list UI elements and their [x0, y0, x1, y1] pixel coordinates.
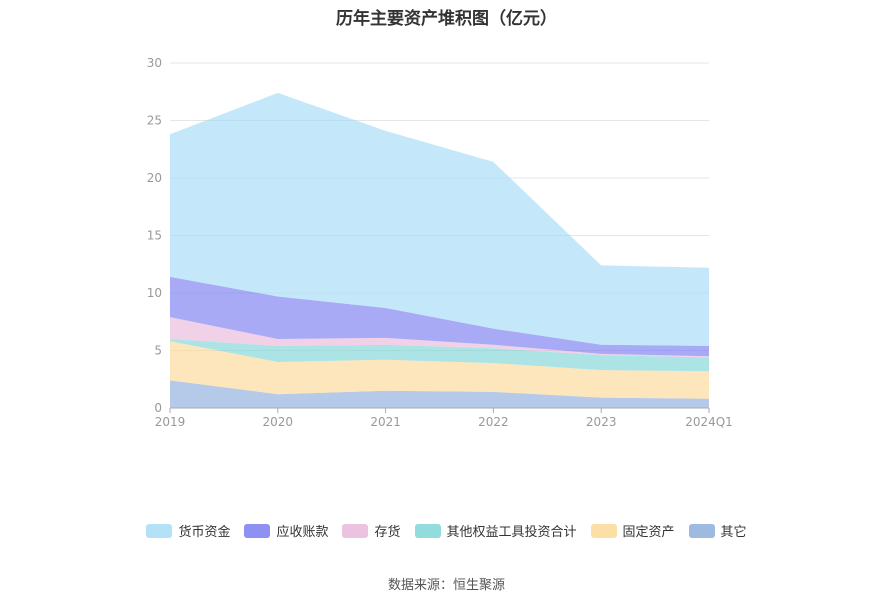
axes: 0 5 10 15 20 25 30 2019 2020 2021 2022 2023 2024Q1	[147, 56, 733, 429]
legend-swatch	[342, 523, 369, 538]
x-tick-label: 2024Q1	[685, 415, 733, 429]
legend-label: 应收账款	[276, 525, 329, 540]
legend-label: 其它	[720, 525, 747, 540]
x-tick-label: 2019	[155, 415, 186, 429]
chart-title: 历年主要资产堆积图（亿元）	[336, 9, 557, 29]
legend-item[interactable]: 货币资金	[146, 521, 230, 540]
legend-swatch	[590, 523, 617, 538]
x-tick-label: 2023	[586, 415, 617, 429]
legend-swatch	[688, 523, 715, 538]
x-tick-label: 2021	[370, 415, 401, 429]
y-tick-label: 25	[147, 114, 162, 128]
legend: 货币资金 应收账款 存货 其他权益工具投资合计 固定资产 其它	[0, 521, 893, 540]
legend-swatch	[146, 523, 173, 538]
area-series	[170, 92, 709, 408]
y-tick-label: 30	[147, 56, 162, 70]
legend-item[interactable]: 存货	[342, 521, 401, 540]
area-series-4	[170, 276, 709, 357]
area-series-2	[170, 339, 709, 372]
y-tick-label: 5	[154, 344, 162, 358]
y-tick-label: 15	[147, 229, 162, 243]
x-tick-label: 2022	[478, 415, 509, 429]
legend-label: 固定资产	[622, 525, 675, 540]
area-series-5	[170, 92, 709, 346]
legend-label: 货币资金	[178, 525, 231, 540]
legend-item[interactable]: 固定资产	[590, 521, 675, 540]
legend-label: 其他权益工具投资合计	[446, 525, 577, 540]
legend-item[interactable]: 其他权益工具投资合计	[414, 521, 577, 540]
stacked-area-chart: 0 5 10 15 20 25 30 2019 2020 2021 2022 2023 2024Q1	[147, 56, 733, 429]
area-series-0	[170, 380, 709, 408]
area-series-1	[170, 341, 709, 399]
y-tick-label: 10	[147, 286, 162, 300]
legend-item[interactable]: 其它	[688, 521, 747, 540]
legend-swatch	[414, 523, 441, 538]
legend-label: 存货	[374, 525, 401, 540]
data-source: 数据来源：恒生聚源	[387, 578, 505, 593]
x-tick-label: 2020	[263, 415, 294, 429]
legend-swatch	[244, 523, 271, 538]
y-tick-label: 0	[154, 401, 162, 415]
y-tick-label: 20	[147, 171, 162, 185]
legend-item[interactable]: 应收账款	[244, 521, 328, 540]
